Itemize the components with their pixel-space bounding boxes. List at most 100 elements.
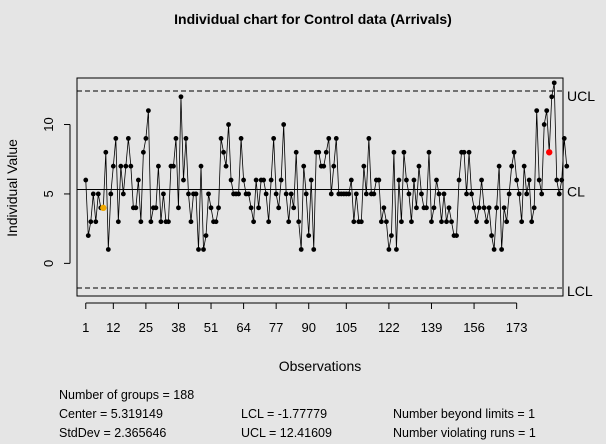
data-point — [539, 191, 545, 197]
data-point — [541, 122, 547, 127]
cl-label: CL — [567, 184, 585, 200]
data-point — [481, 205, 487, 211]
data-points — [83, 80, 570, 252]
data-point — [123, 163, 129, 169]
data-point — [348, 177, 354, 183]
data-point — [208, 205, 214, 211]
stats-block: Number of groups = 188 Center = 5.319149… — [59, 388, 536, 440]
data-point — [118, 163, 124, 169]
data-point — [273, 191, 279, 197]
data-point — [133, 205, 139, 211]
data-point — [446, 205, 452, 211]
x-axis-title: Observations — [279, 358, 361, 374]
data-point — [419, 191, 424, 197]
data-point — [551, 80, 557, 86]
data-point — [193, 191, 199, 197]
stat-center: Center = 5.319149 — [59, 407, 163, 421]
data-point — [236, 191, 241, 197]
data-point — [439, 219, 444, 225]
data-point — [223, 163, 229, 169]
data-point — [176, 205, 181, 211]
x-tick-label: 90 — [301, 320, 315, 335]
data-point — [198, 163, 204, 169]
data-point — [351, 219, 357, 225]
data-point — [511, 149, 517, 155]
data-point — [261, 177, 267, 183]
data-point — [524, 191, 530, 197]
data-point — [213, 219, 219, 225]
data-point — [394, 247, 399, 252]
x-tick-label: 156 — [463, 320, 485, 335]
data-point — [469, 191, 474, 197]
data-point — [549, 94, 555, 100]
data-point — [158, 219, 164, 225]
data-point — [138, 219, 144, 225]
data-point — [516, 191, 522, 197]
x-tick-label: 1 — [82, 320, 89, 335]
data-point — [396, 177, 402, 183]
lcl-label: LCL — [567, 283, 593, 299]
data-point — [434, 177, 439, 183]
data-point — [501, 205, 507, 211]
stat-lcl: LCL = -1.77779 — [241, 407, 327, 421]
data-point — [371, 191, 377, 197]
data-point — [296, 219, 302, 225]
data-point — [246, 191, 252, 197]
data-point — [166, 219, 171, 225]
data-point — [559, 177, 565, 183]
stat-stddev: StdDev = 2.365646 — [59, 426, 166, 440]
data-point — [326, 136, 332, 141]
x-tick-label: 139 — [421, 320, 443, 335]
data-point — [504, 219, 510, 225]
data-point — [183, 136, 189, 141]
data-point — [221, 149, 226, 155]
data-point — [556, 191, 562, 197]
data-point — [564, 163, 570, 169]
data-point — [509, 163, 515, 169]
data-point — [140, 149, 146, 155]
data-point — [293, 149, 299, 155]
data-point — [308, 177, 314, 183]
data-point — [401, 149, 407, 155]
data-point — [288, 191, 294, 197]
data-point — [378, 219, 384, 225]
data-point — [95, 191, 101, 197]
data-point — [171, 163, 176, 169]
data-point — [120, 191, 126, 197]
x-tick-label: 38 — [171, 320, 185, 335]
data-point — [228, 177, 234, 183]
x-axis: 1 12 25 38 51 64 77 90 105 122 139 156 173 — [82, 302, 528, 335]
plot-area — [76, 77, 564, 297]
data-point — [474, 219, 479, 225]
stat-number-of-groups: Number of groups = 188 — [59, 388, 194, 402]
data-point — [90, 191, 96, 197]
data-point — [331, 163, 337, 169]
data-point — [521, 163, 527, 169]
data-point — [241, 177, 246, 183]
data-point — [431, 205, 437, 211]
y-axis-title: Individual Value — [4, 139, 20, 237]
data-point — [444, 219, 449, 225]
data-point — [544, 108, 550, 114]
data-point — [358, 219, 364, 225]
data-point — [429, 219, 434, 225]
data-point — [494, 205, 500, 211]
x-tick-label: 77 — [269, 320, 283, 335]
data-point — [286, 219, 292, 225]
data-point — [449, 219, 454, 225]
data-point — [479, 177, 484, 183]
data-point — [156, 163, 161, 169]
data-point — [414, 205, 419, 211]
data-point — [316, 149, 322, 155]
data-point — [278, 177, 284, 183]
data-point — [333, 136, 339, 141]
y-tick-label: 10 — [41, 117, 56, 131]
data-point — [383, 219, 389, 225]
data-point — [201, 247, 206, 252]
x-tick-label: 122 — [378, 320, 400, 335]
control-lines — [77, 90, 563, 289]
data-point — [306, 233, 312, 238]
data-point — [218, 136, 224, 141]
data-point — [253, 177, 259, 183]
